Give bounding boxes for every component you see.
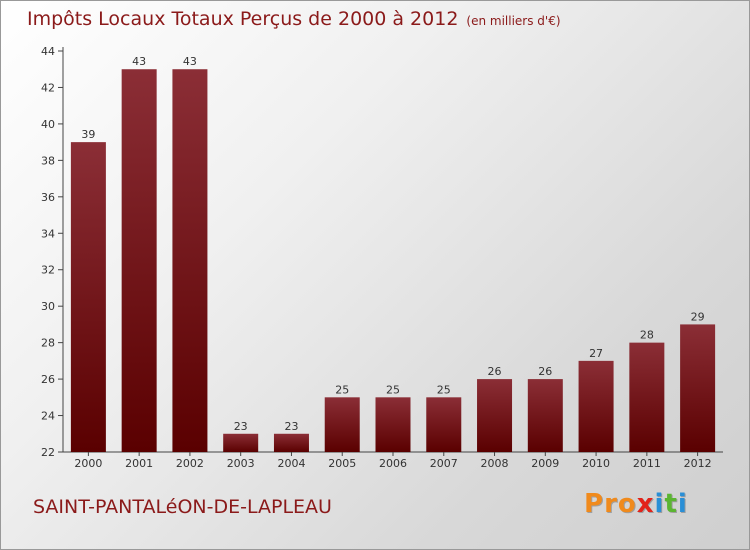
proxiti-logo[interactable]: Proxiti [584, 489, 688, 519]
bar [223, 433, 259, 452]
y-tick-label: 22 [41, 446, 55, 459]
commune-name: SAINT-PANTALéON-DE-LAPLEAU [33, 496, 332, 518]
chart-labels: 39 2000 43 2001 43 2002 23 2003 23 2004 25 2005 25 20… [74, 55, 711, 470]
y-tick-label: 32 [41, 264, 55, 277]
x-tick-label: 2007 [430, 457, 458, 470]
bar-value-label: 28 [640, 329, 654, 342]
x-tick-label: 2012 [684, 457, 712, 470]
bar [527, 379, 563, 452]
bar [680, 324, 716, 452]
bar [121, 69, 157, 453]
logo-letter: i [677, 489, 688, 519]
logo-letter: i [654, 489, 665, 519]
chart-subtitle: (en milliers d'€) [466, 14, 561, 28]
y-tick-label: 24 [41, 410, 55, 423]
x-tick-label: 2006 [379, 457, 407, 470]
bar-value-label: 23 [234, 420, 248, 433]
bar-value-label: 25 [386, 383, 400, 396]
y-tick-label: 44 [41, 45, 55, 58]
bar-value-label: 43 [183, 55, 197, 68]
bar [477, 379, 513, 452]
y-tick-label: 34 [41, 227, 55, 240]
logo-letter: t [664, 489, 678, 519]
x-tick-label: 2008 [481, 457, 509, 470]
y-tick-label: 38 [41, 154, 55, 167]
logo-letter: r [604, 489, 618, 519]
bar-value-label: 25 [437, 383, 451, 396]
x-tick-label: 2002 [176, 457, 204, 470]
x-tick-label: 2000 [74, 457, 102, 470]
bar-value-label: 26 [538, 365, 552, 378]
bar-value-label: 43 [132, 55, 146, 68]
bar-value-label: 39 [81, 128, 95, 141]
y-tick-label: 30 [41, 300, 55, 313]
chart-title: Impôts Locaux Totaux Perçus de 2000 à 20… [27, 8, 561, 30]
bar [172, 69, 208, 453]
x-tick-label: 2009 [531, 457, 559, 470]
x-tick-label: 2003 [227, 457, 255, 470]
bar [426, 397, 462, 452]
x-tick-label: 2001 [125, 457, 153, 470]
logo-letter: P [584, 489, 605, 519]
x-tick-label: 2004 [277, 457, 305, 470]
bar [629, 342, 665, 452]
y-tick-label: 42 [41, 81, 55, 94]
bar [578, 360, 614, 452]
bar [273, 433, 309, 452]
bar [70, 142, 106, 453]
bar [324, 397, 360, 452]
bar [375, 397, 411, 452]
logo-letter: o [617, 489, 637, 519]
chart-bars [70, 69, 716, 453]
bar-value-label: 27 [589, 347, 603, 360]
y-tick-label: 40 [41, 118, 55, 131]
x-tick-label: 2011 [633, 457, 661, 470]
y-tick-label: 26 [41, 373, 55, 386]
title-text: Impôts Locaux Totaux Perçus de 2000 à 20… [27, 8, 459, 30]
y-tick-label: 28 [41, 337, 55, 350]
y-tick-label: 36 [41, 191, 55, 204]
bar-value-label: 23 [284, 420, 298, 433]
bar-value-label: 26 [488, 365, 502, 378]
x-tick-label: 2010 [582, 457, 610, 470]
x-tick-label: 2005 [328, 457, 356, 470]
logo-letter: x [636, 489, 655, 519]
bar-value-label: 29 [691, 310, 705, 323]
bar-value-label: 25 [335, 383, 349, 396]
